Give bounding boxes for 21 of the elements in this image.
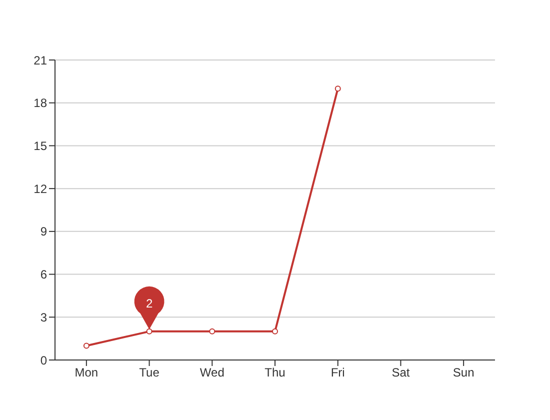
x-tick-label: Thu [264, 366, 286, 380]
y-tick-label: 18 [34, 96, 48, 110]
y-tick-label: 15 [34, 138, 48, 153]
y-tick-label: 3 [40, 310, 48, 324]
annotation: 2 [146, 296, 153, 310]
point [209, 328, 216, 334]
x-tick-label: Tue [139, 366, 160, 380]
point [334, 86, 341, 92]
point [146, 328, 152, 334]
x-tick-label: Sun [452, 366, 474, 380]
x-tick-label: Mon [74, 366, 98, 380]
y-tick-label: 0 [40, 353, 48, 368]
point [83, 342, 90, 349]
y-tick-label: 6 [40, 268, 48, 282]
y-tick-label: 12 [34, 182, 48, 196]
point [272, 328, 278, 334]
x-tick-label: Sat [392, 366, 410, 380]
x-tick-label: Wed [200, 366, 224, 380]
y-tick-label: 9 [40, 224, 48, 239]
y-tick-label: 21 [34, 53, 48, 68]
x-tick-label: Fri [330, 366, 345, 380]
